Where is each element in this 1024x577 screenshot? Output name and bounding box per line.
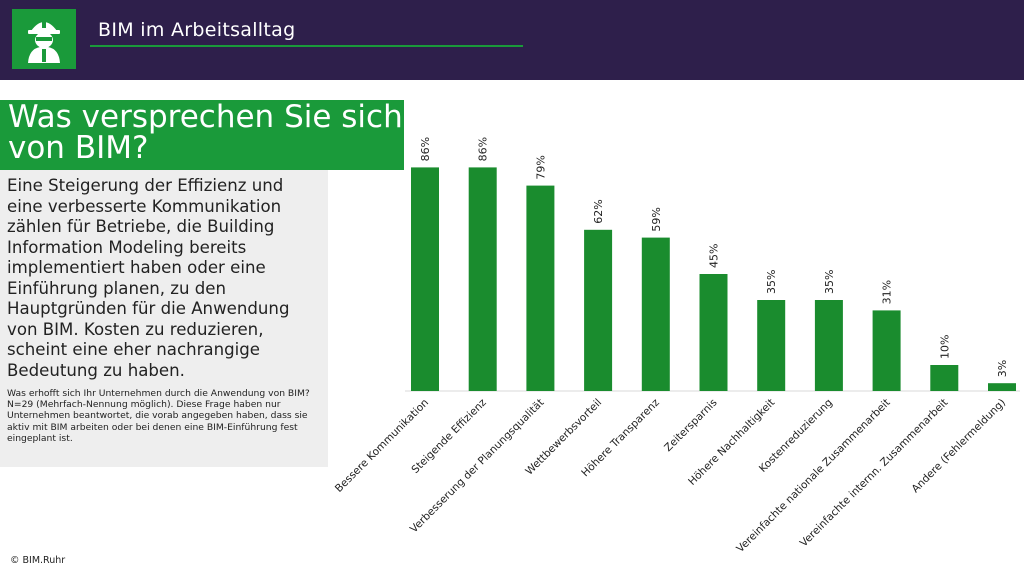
bar — [757, 300, 786, 391]
page-headline: Was versprechen Sie sich von BIM? — [8, 99, 403, 166]
bar — [814, 300, 843, 391]
value-label: 35% — [823, 270, 836, 294]
summary-text: Eine Steigerung der Effizienz und eine v… — [7, 176, 290, 380]
category-label: Bessere Kommunikation — [333, 397, 431, 495]
value-label: 31% — [881, 280, 894, 304]
bar — [468, 167, 497, 391]
category-label: Andere (Fehlermeldung) — [910, 397, 1009, 496]
value-label: 3% — [996, 360, 1009, 377]
value-label: 10% — [938, 335, 951, 359]
value-label: 45% — [708, 244, 721, 268]
logo — [12, 9, 76, 69]
bim-worker-icon — [28, 19, 60, 63]
value-label: 35% — [765, 270, 778, 294]
survey-question: Was erhofft sich Ihr Unternehmen durch d… — [7, 388, 310, 399]
value-label: 59% — [650, 207, 663, 231]
survey-note: Was erhofft sich Ihr Unternehmen durch d… — [7, 388, 323, 444]
bar — [641, 237, 670, 391]
text-panel: Eine Steigerung der Effizienz und eine v… — [0, 170, 328, 467]
value-label: 79% — [534, 155, 547, 179]
bar — [988, 383, 1016, 391]
value-label: 86% — [477, 137, 490, 161]
app-title: BIM im Arbeitsalltag — [98, 19, 296, 41]
copyright: © BIM.Ruhr — [10, 555, 66, 566]
headline-box: Was versprechen Sie sich von BIM? — [0, 100, 404, 170]
bar — [526, 185, 555, 391]
category-label: Zeitersparnis — [662, 397, 719, 454]
bar — [699, 274, 728, 391]
value-label: 62% — [592, 199, 605, 223]
header-bar: BIM im Arbeitsalltag — [0, 0, 1024, 80]
value-label: 86% — [419, 137, 432, 161]
bar — [930, 365, 959, 391]
survey-sample: N=29 (Mehrfach-Nennung möglich). Diese F… — [7, 399, 308, 444]
bar — [584, 229, 613, 391]
bar — [411, 167, 439, 391]
title-underline — [90, 45, 523, 47]
bar — [872, 310, 901, 391]
